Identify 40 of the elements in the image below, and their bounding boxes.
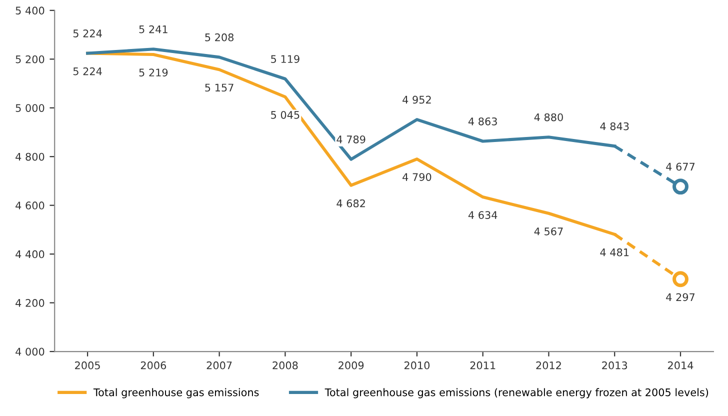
- x-tick-label: 2012: [536, 361, 561, 370]
- data-label: 5 219: [139, 68, 168, 76]
- data-label: 4 952: [402, 96, 431, 104]
- data-label: 4 567: [534, 227, 563, 236]
- data-label: 5 224: [73, 67, 102, 76]
- x-tick-label: 2010: [404, 361, 430, 370]
- y-tick-label: 4 800: [16, 152, 44, 161]
- data-label: 4 843: [600, 122, 629, 130]
- data-label: 4 880: [534, 113, 563, 122]
- legend-label: Total greenhouse gas emissions: [93, 388, 259, 398]
- data-label: 5 157: [205, 84, 234, 92]
- data-label: 4 677: [666, 162, 695, 171]
- data-label: 4 682: [336, 199, 365, 208]
- data-label: 4 481: [600, 248, 629, 256]
- data-label: 5 045: [271, 110, 300, 119]
- y-tick-label: 5 000: [16, 104, 44, 112]
- x-tick-label: 2007: [206, 361, 232, 370]
- x-tick-label: 2013: [602, 361, 628, 370]
- x-tick-label: 2005: [75, 361, 100, 370]
- x-tick-label: 2009: [338, 361, 364, 370]
- data-label: 5 241: [139, 25, 168, 34]
- data-label: 4 863: [468, 117, 497, 126]
- data-label: 4 789: [336, 135, 366, 144]
- x-tick-label: 2006: [140, 361, 166, 370]
- y-tick-label: 4 400: [16, 250, 44, 258]
- y-tick-label: 4 200: [16, 299, 44, 307]
- data-label: 5 224: [73, 29, 102, 38]
- x-tick-label: 2008: [272, 361, 298, 370]
- y-tick-label: 5 400: [16, 6, 44, 15]
- y-tick-label: 4 000: [16, 348, 44, 356]
- y-tick-label: 5 200: [16, 55, 44, 64]
- y-tick-label: 4 600: [16, 202, 44, 210]
- x-tick-label: 2011: [470, 361, 496, 370]
- data-label: 5 208: [205, 33, 234, 42]
- data-label: 4 297: [666, 293, 695, 302]
- data-label: 4 634: [468, 211, 498, 219]
- x-tick-label: 2014: [668, 361, 694, 370]
- data-label: 5 119: [271, 55, 300, 63]
- legend-label: Total greenhouse gas emissions (renewable energy frozen at 2005 levels): [324, 388, 708, 398]
- data-label: 4 790: [402, 173, 432, 181]
